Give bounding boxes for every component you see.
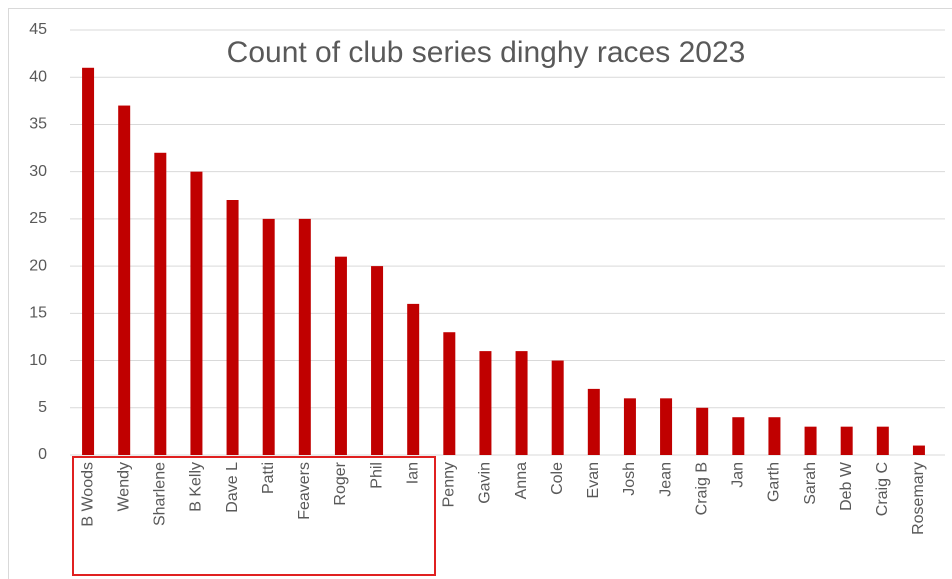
bar [515,351,528,455]
x-tick-label: Cole [549,462,566,495]
x-tick-label: Roger [332,461,349,505]
x-tick-label: Gavin [477,462,494,504]
bar [154,152,167,455]
bar [804,426,817,455]
bar [262,218,275,455]
grid [70,29,945,456]
bars [82,67,925,456]
x-tick-label: Sharlene [152,462,169,526]
bar [768,417,781,455]
bar [298,218,311,455]
x-tick-label: Jean [657,462,674,497]
y-tick-label: 25 [29,210,47,227]
x-tick-label: Wendy [115,462,132,512]
bar [551,360,564,455]
x-tick-label: B Woods [79,462,96,527]
x-tick-label: Evan [585,462,602,498]
y-tick-label: 40 [29,68,47,85]
x-tick-label: Craig B [693,462,710,515]
y-tick-label: 30 [29,163,47,180]
chart-title: Count of club series dinghy races 2023 [227,36,746,69]
y-tick-label: 5 [38,399,47,416]
y-tick-label: 20 [29,257,47,274]
x-tick-label: B Kelly [188,462,205,512]
x-tick-label: Craig C [874,462,891,516]
bar [82,67,95,456]
bar [840,426,853,455]
y-tick-label: 15 [29,305,47,322]
bar [732,417,745,455]
x-tick-label: Rosemary [910,462,927,535]
bar [118,105,131,456]
x-tick-label: Phil [368,462,385,489]
bar [226,200,239,455]
y-tick-label: 35 [29,116,47,133]
x-tick-label: Patti [260,462,277,494]
bar [587,388,600,455]
x-tick-label: Garth [766,462,783,502]
x-tick-label: Ian [404,462,421,484]
x-tick-label: Penny [441,462,458,507]
highlight-box [72,456,436,576]
bar [876,426,889,455]
x-tick-label: Deb W [838,461,855,511]
bar [190,171,203,455]
bar [696,407,709,455]
x-tick-label: Sarah [802,462,819,505]
bar [479,351,492,455]
bar [407,303,420,455]
x-tick-label: Anna [513,462,530,499]
bar [623,398,636,455]
y-tick-label: 10 [29,352,47,369]
x-tick-label: Feavers [296,462,313,520]
x-tick-label: Jan [730,462,747,488]
bar [371,266,384,455]
bar [334,256,347,455]
bar [912,445,925,455]
bar [660,398,673,455]
x-tick-label: Dave L [224,462,241,513]
y-tick-label: 45 [29,21,47,38]
y-tick-label: 0 [38,446,47,463]
x-tick-label: Josh [621,462,638,496]
bar [443,332,456,455]
